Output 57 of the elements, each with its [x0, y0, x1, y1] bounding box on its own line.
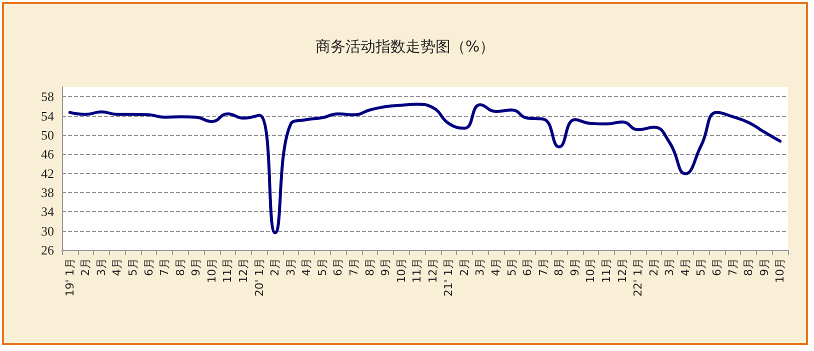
x-tick-label: 2月: [458, 258, 471, 276]
x-tick-label: 4月: [110, 258, 124, 276]
x-tick-label: 20' 1月: [252, 258, 266, 297]
x-tick-label: 2月: [268, 258, 282, 276]
x-tick-label: 8月: [742, 258, 756, 276]
y-tick-label: 54: [41, 108, 54, 124]
y-tick-label: 34: [41, 204, 54, 220]
x-tick-label: 10月: [394, 258, 408, 283]
x-tick-label: 19' 1月: [63, 258, 76, 297]
y-tick-label: 50: [41, 127, 54, 142]
x-tick-label: 3月: [284, 258, 298, 276]
x-tick-label: 12月: [237, 258, 250, 283]
x-tick-label: 9月: [190, 258, 203, 276]
y-tick-label: 42: [41, 166, 54, 181]
x-tick-label: 12月: [616, 258, 629, 283]
x-tick-label: 4月: [678, 258, 692, 276]
x-tick-label: 8月: [552, 258, 566, 276]
x-tick-label: 5月: [694, 258, 708, 276]
y-tick-label: 46: [41, 146, 54, 162]
x-tick-label: 12月: [426, 258, 440, 283]
y-tick-label: 30: [41, 223, 54, 238]
x-tick-label: 6月: [521, 258, 534, 276]
x-tick-label: 2月: [647, 258, 660, 276]
x-tick-label: 22' 1月: [632, 258, 645, 297]
x-tick-label: 5月: [126, 258, 140, 276]
x-tick-label: 2月: [79, 258, 92, 276]
x-tick-label: 10月: [584, 258, 598, 283]
x-tick-label: 4月: [300, 258, 314, 276]
x-tick-label: 7月: [726, 258, 740, 276]
x-tick-label: 6月: [142, 258, 156, 276]
x-tick-label: 7月: [158, 258, 172, 276]
x-tick-label: 10月: [774, 258, 787, 283]
y-tick-label: 26: [41, 242, 54, 258]
x-tick-label: 5月: [316, 258, 329, 276]
y-tick-label: 58: [41, 89, 54, 104]
x-tick-label: 11月: [221, 258, 234, 283]
x-tick-label: 6月: [710, 258, 724, 276]
x-tick-label: 4月: [490, 258, 503, 276]
x-tick-label: 7月: [536, 258, 550, 276]
x-tick-label: 7月: [347, 258, 360, 276]
x-tick-label: 11月: [600, 258, 613, 283]
line-series: [68, 102, 782, 234]
x-tick-label: 3月: [474, 258, 487, 276]
x-tick-label: 3月: [663, 258, 676, 276]
y-tick-label: 38: [41, 184, 54, 200]
x-tick-label: 9月: [379, 258, 392, 276]
chart-title: 商务活动指数走势图（%）: [315, 38, 495, 56]
x-tick-label: 11月: [410, 258, 424, 283]
x-tick-label: 9月: [568, 258, 582, 276]
x-tick-label: 5月: [505, 258, 518, 276]
x-tick-label: 8月: [174, 258, 187, 276]
x-tick-label: 10月: [205, 258, 218, 283]
x-tick-label: 9月: [758, 258, 771, 276]
x-tick-label: 6月: [332, 258, 345, 276]
x-tick-label: 8月: [363, 258, 376, 276]
x-tick-label: 21' 1月: [442, 258, 456, 297]
x-tick-label: 3月: [94, 258, 108, 276]
